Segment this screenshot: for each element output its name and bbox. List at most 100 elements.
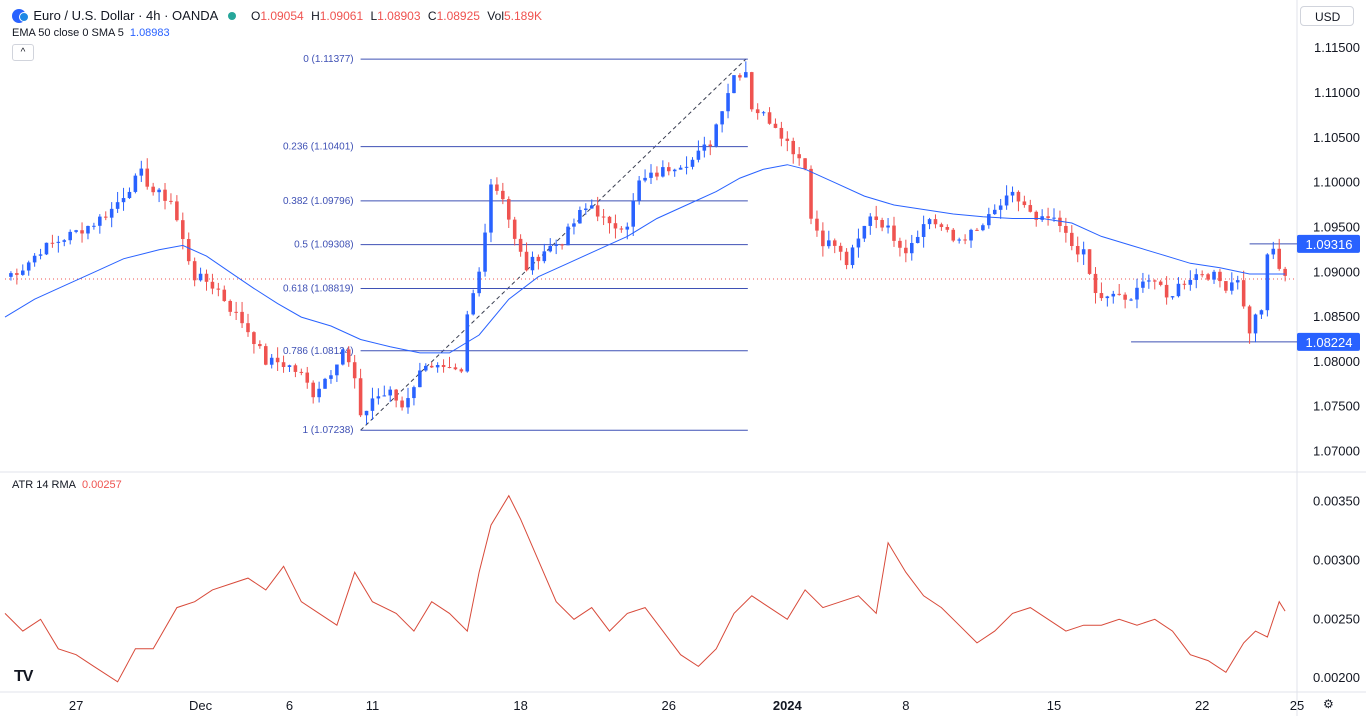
candle-body bbox=[963, 239, 967, 241]
candle-body bbox=[720, 111, 724, 125]
candle-body bbox=[382, 395, 387, 397]
candle-body bbox=[696, 150, 701, 160]
candle-body bbox=[702, 144, 707, 151]
candle-body bbox=[1123, 294, 1127, 300]
ohlc-readout: O1.09054 H1.09061 L1.08903 C1.08925 Vol5… bbox=[250, 9, 543, 23]
candle-body bbox=[1247, 306, 1252, 334]
fib-level-label: 1 (1.07238) bbox=[302, 425, 353, 436]
candle-body bbox=[566, 226, 570, 246]
price-label-text: 1.09316 bbox=[1306, 237, 1353, 252]
time-tick-label: 15 bbox=[1047, 698, 1061, 713]
price-label-box bbox=[1297, 234, 1360, 253]
price-tick-label: 1.11500 bbox=[1314, 40, 1360, 55]
tradingview-logo[interactable]: TV bbox=[14, 668, 33, 685]
candle-body bbox=[299, 371, 304, 373]
candle-body bbox=[1034, 211, 1039, 220]
settings-gear-icon[interactable]: ⚙ bbox=[1323, 697, 1334, 711]
candle-body bbox=[145, 168, 150, 187]
candle-body bbox=[1099, 293, 1104, 299]
candle-body bbox=[424, 365, 428, 371]
candle-body bbox=[815, 218, 819, 231]
candle-body bbox=[803, 158, 807, 169]
candle-body bbox=[1194, 274, 1199, 280]
candle-body bbox=[269, 357, 274, 365]
candle-body bbox=[157, 189, 161, 193]
candle-body bbox=[388, 389, 393, 396]
candle-body bbox=[281, 362, 286, 367]
indicator-label: EMA 50 close 0 SMA 5 bbox=[12, 27, 124, 39]
candle-body bbox=[74, 230, 78, 232]
candle-body bbox=[637, 180, 641, 201]
candle-body bbox=[1230, 282, 1234, 291]
candle-body bbox=[542, 251, 547, 262]
time-tick-label: 27 bbox=[69, 698, 83, 713]
atr-label: ATR 14 RMA bbox=[12, 479, 76, 491]
candle-body bbox=[459, 369, 464, 372]
indicator-value: 1.08983 bbox=[129, 27, 170, 39]
candle-body bbox=[1259, 310, 1264, 315]
candle-body bbox=[809, 168, 813, 219]
candle-body bbox=[1176, 283, 1181, 297]
candle-body bbox=[625, 226, 630, 230]
candle-body bbox=[1283, 268, 1287, 276]
candle-body bbox=[939, 224, 944, 228]
candle-body bbox=[844, 251, 849, 266]
candle-body bbox=[785, 138, 790, 141]
fib-level-label: 0 (1.11377) bbox=[303, 54, 353, 65]
candle-body bbox=[744, 72, 748, 78]
candle-body bbox=[1200, 274, 1204, 276]
fib-level-label: 0.786 (1.08124) bbox=[283, 346, 354, 357]
candle-body bbox=[222, 289, 227, 301]
collapse-legend-button[interactable]: ^ bbox=[12, 44, 34, 61]
candle-body bbox=[252, 332, 256, 345]
candle-body bbox=[311, 382, 315, 398]
candle-body bbox=[86, 225, 90, 234]
candle-body bbox=[601, 216, 606, 218]
candle-body bbox=[216, 288, 221, 290]
candle-body bbox=[483, 232, 487, 272]
candle-body bbox=[1052, 217, 1056, 219]
candle-body bbox=[607, 216, 612, 224]
atr-legend[interactable]: ATR 14 RMA 0.00257 bbox=[12, 479, 122, 491]
candle-body bbox=[364, 410, 369, 416]
candle-body bbox=[684, 166, 689, 168]
symbol-title[interactable]: Euro / U.S. Dollar · 4h · OANDA bbox=[33, 8, 219, 23]
time-tick-label: 22 bbox=[1195, 698, 1209, 713]
candle-body bbox=[44, 242, 49, 255]
symbol-legend: Euro / U.S. Dollar · 4h · OANDA O1.09054… bbox=[12, 8, 542, 23]
candle-body bbox=[791, 140, 796, 155]
candle-body bbox=[204, 273, 209, 282]
currency-selector[interactable]: USD bbox=[1300, 6, 1354, 26]
candle-body bbox=[80, 230, 84, 234]
candle-body bbox=[749, 72, 754, 110]
candle-body bbox=[957, 239, 961, 241]
time-tick-label: Dec bbox=[189, 698, 213, 713]
price-tick-label: 1.07500 bbox=[1313, 399, 1360, 414]
candle-body bbox=[394, 389, 398, 401]
atr-value: 0.00257 bbox=[81, 479, 122, 491]
candle-body bbox=[489, 184, 493, 233]
candle-body bbox=[293, 365, 298, 372]
candle-body bbox=[714, 124, 718, 147]
candle-body bbox=[779, 127, 784, 139]
candle-body bbox=[258, 344, 262, 347]
candle-body bbox=[661, 167, 665, 177]
indicator-legend[interactable]: EMA 50 close 0 SMA 5 1.08983 bbox=[12, 27, 170, 39]
candle-body bbox=[1028, 205, 1033, 212]
candle-body bbox=[1010, 191, 1015, 196]
candle-body bbox=[275, 357, 280, 363]
candle-body bbox=[358, 378, 363, 416]
candle-body bbox=[898, 240, 902, 248]
candle-body bbox=[886, 225, 890, 228]
candle-body bbox=[933, 219, 938, 225]
candle-body bbox=[103, 216, 108, 218]
atr-tick-label: 0.00250 bbox=[1313, 611, 1360, 626]
candle-body bbox=[904, 247, 908, 254]
candle-body bbox=[619, 228, 624, 230]
candle-body bbox=[56, 241, 61, 243]
candle-body bbox=[921, 224, 926, 237]
market-status-dot-icon bbox=[227, 12, 236, 20]
candle-body bbox=[560, 244, 564, 246]
candle-body bbox=[15, 273, 19, 275]
